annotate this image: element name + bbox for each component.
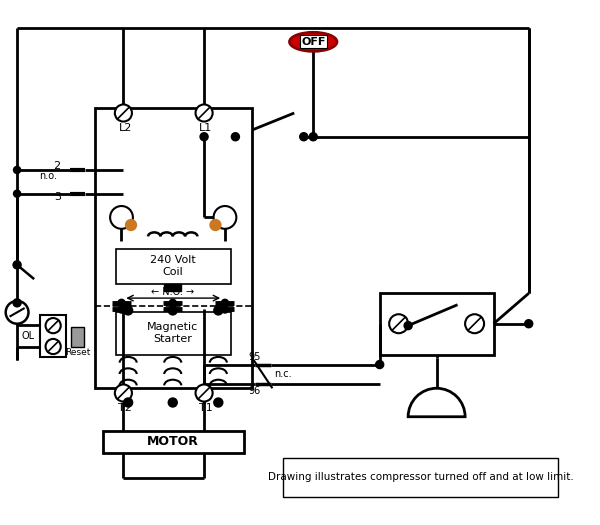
Text: L2: L2 — [119, 123, 132, 133]
Text: Drawing illustrates compressor turned off and at low limit.: Drawing illustrates compressor turned of… — [268, 472, 574, 482]
Bar — [95, 108, 251, 388]
Text: MOTOR: MOTOR — [147, 435, 199, 448]
Circle shape — [170, 300, 176, 306]
Circle shape — [124, 398, 132, 406]
Text: 95: 95 — [248, 352, 261, 362]
Circle shape — [170, 307, 176, 312]
Circle shape — [196, 104, 212, 122]
Circle shape — [115, 384, 132, 402]
Bar — [103, 431, 244, 453]
Text: Magnetic
Starter: Magnetic Starter — [147, 322, 199, 344]
Bar — [71, 327, 85, 348]
Text: OL: OL — [22, 331, 35, 341]
Ellipse shape — [290, 33, 337, 51]
Circle shape — [46, 339, 61, 354]
Text: A1: A1 — [218, 213, 232, 223]
Circle shape — [215, 307, 222, 314]
Text: 2: 2 — [53, 161, 61, 171]
Text: 240 Volt
Coil: 240 Volt Coil — [150, 255, 196, 277]
Text: A2: A2 — [115, 213, 128, 223]
Circle shape — [119, 307, 124, 312]
Text: 96: 96 — [248, 386, 261, 396]
Circle shape — [169, 398, 176, 406]
Circle shape — [301, 133, 307, 140]
Circle shape — [465, 314, 484, 333]
Circle shape — [110, 206, 133, 229]
Text: ← N.O. →: ← N.O. → — [151, 287, 194, 297]
Circle shape — [215, 398, 222, 406]
Bar — [116, 312, 230, 355]
Circle shape — [5, 301, 28, 324]
Circle shape — [376, 361, 383, 368]
Bar — [380, 293, 494, 355]
Circle shape — [310, 133, 317, 140]
Circle shape — [389, 314, 408, 333]
Circle shape — [119, 300, 124, 306]
Text: T2: T2 — [118, 403, 132, 413]
Circle shape — [124, 307, 132, 314]
Circle shape — [14, 300, 20, 306]
Circle shape — [115, 104, 132, 122]
Circle shape — [211, 220, 220, 230]
Circle shape — [14, 167, 20, 173]
Text: 3: 3 — [54, 193, 61, 203]
Bar — [283, 458, 558, 497]
Circle shape — [196, 384, 212, 402]
Text: Reset: Reset — [65, 348, 91, 356]
Text: OFF: OFF — [301, 37, 325, 47]
Text: n.o.: n.o. — [39, 171, 57, 181]
Wedge shape — [408, 388, 465, 417]
Text: L1: L1 — [199, 123, 212, 133]
Text: n.c.: n.c. — [274, 369, 292, 379]
Bar — [116, 249, 230, 284]
Circle shape — [169, 307, 176, 314]
Circle shape — [214, 206, 236, 229]
Circle shape — [201, 133, 208, 140]
Circle shape — [222, 307, 228, 312]
Circle shape — [46, 318, 61, 333]
Bar — [40, 315, 67, 357]
Circle shape — [14, 261, 20, 268]
Circle shape — [232, 133, 239, 140]
Circle shape — [405, 322, 412, 329]
Circle shape — [222, 300, 228, 306]
Circle shape — [526, 320, 532, 327]
Circle shape — [14, 191, 20, 196]
Bar — [164, 284, 181, 291]
Text: T1: T1 — [199, 403, 213, 413]
Circle shape — [126, 220, 136, 230]
